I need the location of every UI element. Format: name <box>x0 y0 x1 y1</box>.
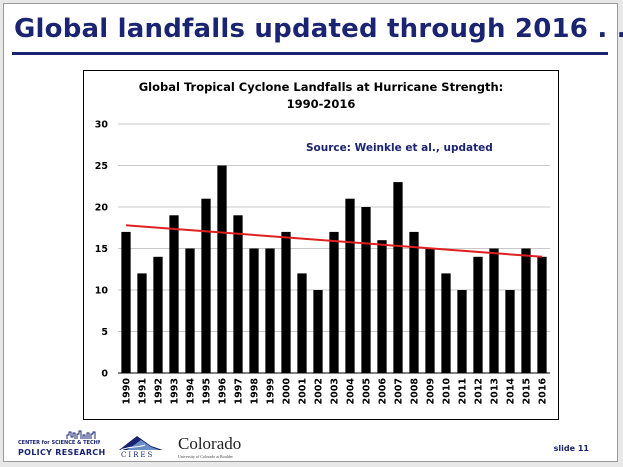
x-tick-label: 2016 <box>538 378 549 405</box>
mountain-icon <box>119 436 163 451</box>
x-tick-label: 2013 <box>490 378 501 404</box>
y-tick-label: 10 <box>95 286 109 297</box>
chart-title-line1: Global Tropical Cyclone Landfalls at Hur… <box>139 80 504 94</box>
x-tick-label: 2008 <box>410 378 421 405</box>
x-tick-label: 2011 <box>458 378 469 404</box>
x-tick-label: 2004 <box>346 378 357 405</box>
x-tick-label: 2014 <box>506 378 517 405</box>
colorado-label: Colorado <box>178 434 242 453</box>
bar-2016 <box>537 256 547 373</box>
x-tick-label: 1997 <box>234 378 245 404</box>
bar-1991 <box>137 273 147 373</box>
bar-1992 <box>153 256 163 373</box>
x-tick-label: 2001 <box>298 378 309 404</box>
y-tick-label: 20 <box>95 203 109 214</box>
chart-title-line2: 1990-2016 <box>287 97 356 111</box>
bar-2008 <box>409 231 419 373</box>
bar-1990 <box>121 231 131 373</box>
x-tick-label: 2006 <box>378 378 389 405</box>
x-tick-label: 1993 <box>170 378 181 404</box>
title-divider <box>12 52 608 55</box>
bar-1998 <box>249 248 259 373</box>
cires-logo: CIRES <box>117 434 165 460</box>
x-tick-label: 1992 <box>154 378 165 404</box>
landfalls-bar-chart: Global Tropical Cyclone Landfalls at Hur… <box>95 80 550 405</box>
cires-label: CIRES <box>121 451 155 459</box>
source-annotation: Source: Weinkle et al., updated <box>306 142 493 154</box>
slide-number: slide 11 <box>553 444 589 453</box>
x-tick-label: 2010 <box>442 378 453 405</box>
bar-2006 <box>377 240 387 373</box>
bar-1993 <box>169 215 179 373</box>
x-tick-label: 1994 <box>186 378 197 405</box>
x-tick-label: 1991 <box>138 378 149 404</box>
slide: Global landfalls updated through 2016 . … <box>3 3 623 462</box>
y-tick-label: 25 <box>95 161 108 172</box>
x-tick-label: 2012 <box>474 378 485 404</box>
chart-frame: Global Tropical Cyclone Landfalls at Hur… <box>83 70 559 420</box>
bar-2000 <box>281 231 291 373</box>
trend-line-group <box>125 224 543 258</box>
trend-line <box>125 224 543 258</box>
bar-2012 <box>473 256 483 373</box>
bar-2004 <box>345 198 355 373</box>
x-tick-label: 1999 <box>266 378 277 404</box>
bar-1994 <box>185 248 195 373</box>
x-tick-label: 2003 <box>330 378 341 404</box>
x-tick-label: 1995 <box>202 378 213 404</box>
y-tick-label: 30 <box>95 120 109 131</box>
x-tick-label: 2002 <box>314 378 325 404</box>
y-tick-label: 0 <box>101 369 108 380</box>
bar-2015 <box>521 248 531 373</box>
x-tick-label: 2000 <box>282 378 293 405</box>
cstpr-skyline-icon <box>66 430 96 439</box>
x-tick-label: 2007 <box>394 378 405 404</box>
bar-2010 <box>441 273 451 373</box>
bar-1995 <box>201 198 211 373</box>
x-axis-ticks: 1990 1991 1992 1993 1994 1995 1996 1997 1998 1999… <box>122 378 549 405</box>
bar-2005 <box>361 207 371 373</box>
y-tick-label: 5 <box>101 327 108 338</box>
bar-1996 <box>217 165 227 373</box>
colorado-sublabel: University of Colorado at Boulder <box>178 454 233 459</box>
cstpr-line1: CENTER for SCIENCE & TECHNOLOGY <box>18 440 100 446</box>
y-tick-label: 15 <box>95 244 108 255</box>
bar-2013 <box>489 248 499 373</box>
bar-1997 <box>233 215 243 373</box>
colorado-logo: Colorado University of Colorado at Bould… <box>178 434 241 459</box>
bar-2011 <box>457 290 467 373</box>
bar-2009 <box>425 248 435 373</box>
x-tick-label: 2009 <box>426 378 437 404</box>
bar-2002 <box>313 290 323 373</box>
cstpr-line2: POLICY RESEARCH <box>18 448 106 457</box>
bar-2007 <box>393 182 403 373</box>
x-tick-label: 1998 <box>250 378 261 405</box>
bar-2003 <box>329 231 339 373</box>
x-tick-label: 1996 <box>218 378 229 405</box>
x-tick-label: 1990 <box>122 378 133 405</box>
bar-2014 <box>505 290 515 373</box>
slide-title: Global landfalls updated through 2016 . … <box>14 14 623 44</box>
x-tick-label: 2015 <box>522 378 533 404</box>
bar-2001 <box>297 273 307 373</box>
x-tick-label: 2005 <box>362 378 373 404</box>
bars <box>121 165 547 373</box>
bar-1999 <box>265 248 275 373</box>
y-axis-ticks: 0 5 10 15 20 25 30 <box>95 120 109 380</box>
